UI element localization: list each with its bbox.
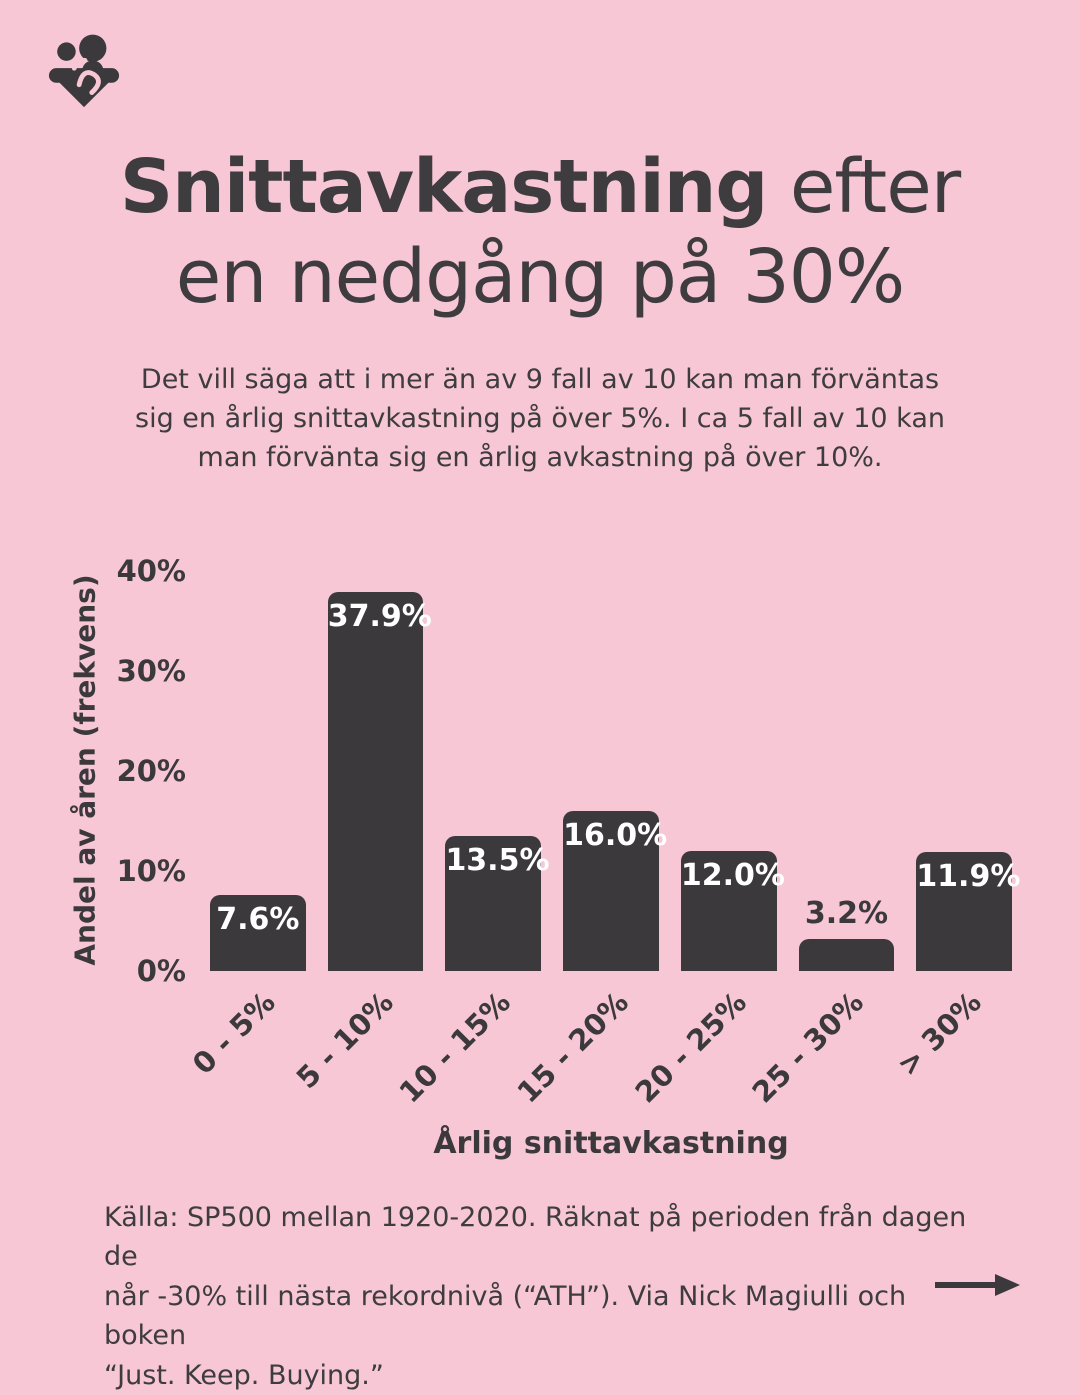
y-tick-label: 40% (116, 554, 186, 588)
page-title: Snittavkastning efter en nedgång på 30% (0, 142, 1080, 323)
bar: 37.9% (327, 592, 432, 971)
y-axis-ticks: 0% 10% 20% 30% 40% (0, 554, 186, 988)
bar-value-label: 13.5% (445, 843, 550, 878)
x-tick-label: 0 - 5% (185, 985, 282, 1081)
y-tick-label: 30% (116, 654, 186, 688)
x-tick-label: 20 - 25% (628, 985, 753, 1110)
subtitle-text: Det vill säga att i mer än av 9 fall av … (135, 364, 945, 474)
two-people-heart-icon (48, 34, 120, 108)
bar-value-label: 7.6% (216, 902, 300, 937)
bar-group: 3.2% 25 - 30% (746, 571, 895, 1109)
plot-area: 7.6% 0 - 5% 37.9% 5 - 10% 13.5% 10 - 15% 16.0%… (186, 571, 1021, 1109)
bar: 16.0% (563, 811, 668, 971)
brand-logo (46, 34, 122, 116)
y-tick-label: 10% (116, 854, 186, 888)
title-rest: efter (767, 144, 961, 230)
bar: 11.9% (916, 852, 1021, 971)
bar-value-label: 37.9% (327, 599, 432, 634)
source-note: Källa: SP500 mellan 1920-2020. Räknat på… (104, 1202, 967, 1391)
y-tick-label: 20% (116, 754, 186, 788)
bar-group: 37.9% 5 - 10% (289, 571, 432, 1095)
bar-value-label: 3.2% (804, 896, 889, 931)
title-emphasis: Snittavkastning (119, 144, 769, 230)
x-tick-label: 15 - 20% (510, 985, 636, 1110)
x-tick-label: > 30% (890, 985, 989, 1083)
y-tick-label: 0% (136, 954, 186, 988)
bar: 12.0% (680, 851, 785, 971)
bar-value-label: 11.9% (916, 859, 1021, 894)
bar-value-label: 16.0% (563, 818, 668, 853)
bar: 3.2% (798, 896, 895, 971)
bar-group: 11.9% > 30% (891, 571, 1021, 1082)
x-tick-label: 10 - 15% (392, 985, 518, 1110)
bar-value-label: 12.0% (680, 858, 785, 893)
title-line2: en nedgång på 30% (175, 234, 905, 321)
bar-group: 16.0% 15 - 20% (511, 571, 668, 1109)
x-axis-title: Årlig snittavkastning (433, 1126, 789, 1161)
bar: 7.6% (210, 895, 306, 971)
arrow-right-icon (932, 1270, 1022, 1300)
bar-group: 12.0% 20 - 25% (628, 571, 785, 1109)
bar-group: 13.5% 10 - 15% (393, 571, 550, 1109)
bar: 13.5% (445, 836, 550, 971)
bar-group: 7.6% 0 - 5% (186, 571, 306, 1081)
x-tick-label: 25 - 30% (746, 985, 871, 1110)
x-tick-label: 5 - 10% (289, 985, 400, 1096)
